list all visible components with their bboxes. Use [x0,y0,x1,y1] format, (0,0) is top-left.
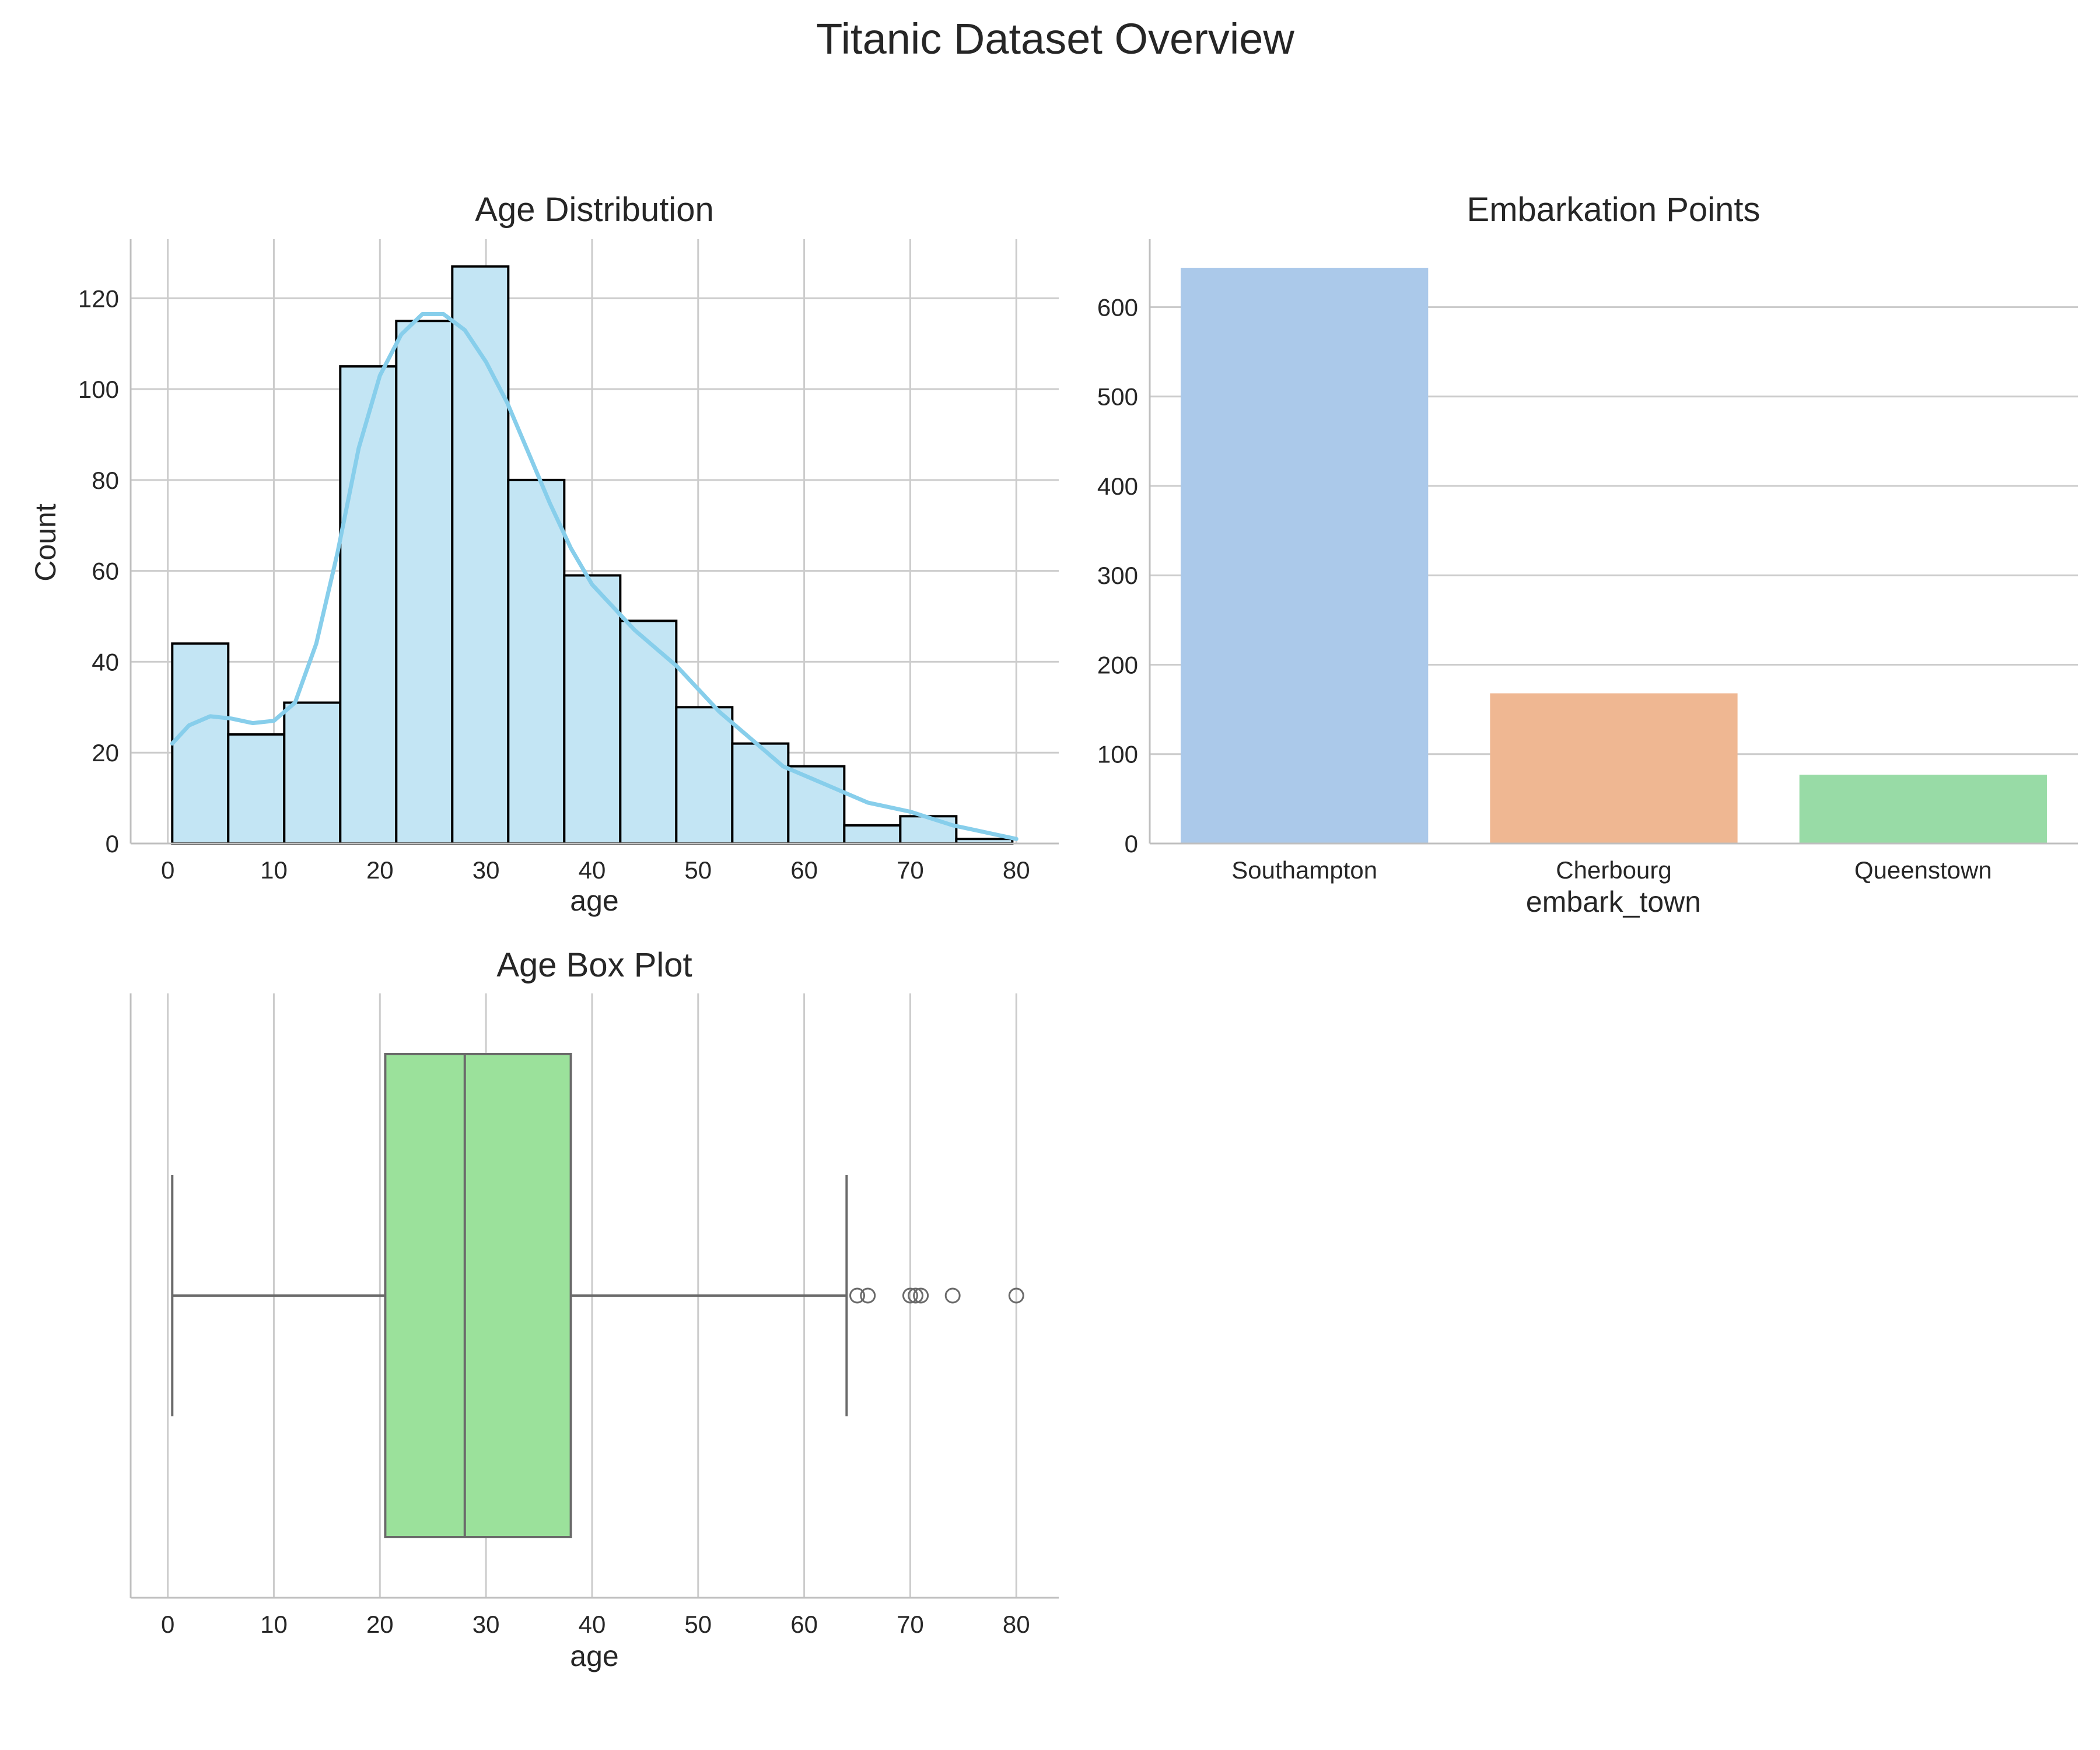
age-distribution-x-tick-label: 50 [684,856,712,884]
age-box-plot-x-axis-label: age [570,1640,618,1672]
embarkation-points-y-tick-label: 100 [1097,741,1138,768]
figure-title: Titanic Dataset Overview [816,15,1294,63]
embarkation-points-y-tick-label: 300 [1097,562,1138,589]
age-distribution-x-tick-label: 70 [897,856,924,884]
embarkation-points-x-tick-label: Cherbourg [1556,856,1671,884]
embarkation-points-y-tick-label: 0 [1125,830,1138,858]
age-box-outlier [913,1287,929,1304]
age-histogram-bar [283,701,342,845]
age-distribution-y-axis-label: Count [29,503,62,582]
age-box-outlier [1008,1287,1024,1304]
embarkation-points-y-tick-label: 200 [1097,651,1138,678]
age-box-outlier [902,1287,918,1304]
age-box-plot-x-tick-label: 50 [684,1611,712,1638]
age-distribution-y-tick-label: 100 [78,376,119,403]
age-histogram-bar [563,574,622,845]
age-distribution-y-tick-label: 120 [78,285,119,312]
age-box-plot-title: Age Box Plot [496,946,692,984]
age-box-plot-x-tick-label: 80 [1003,1611,1030,1638]
age-distribution-x-axis-label: age [570,884,618,917]
age-box-plot-x-tick-label: 70 [897,1611,924,1638]
age-distribution-y-tick-label: 40 [92,648,119,676]
age-distribution-x-tick-label: 20 [366,856,394,884]
age-distribution-y-tick-label: 20 [92,739,119,766]
age-distribution-y-tick-label: 0 [106,830,119,858]
embarkation-points-x-tick-label: Queenstown [1854,856,1992,884]
age-histogram-bar [395,320,454,845]
age-histogram-bar [171,642,230,845]
age-box-plot-x-tick-label: 10 [260,1611,288,1638]
age-histogram-bar [619,620,678,845]
age-histogram-bar [507,478,566,845]
age-box-plot-x-tick-label: 20 [366,1611,394,1638]
embarkation-points-chart: Embarkation Points embark_town 0 100 200 30… [1097,191,2078,918]
age-distribution-chart: Age Distribution age Count 0204060801001… [29,191,1059,917]
age-box-outlier [849,1287,866,1304]
age-histogram-bar [899,815,958,845]
embark-town-bar-cherbourg [1490,693,1738,844]
age-box-outlier [944,1287,961,1304]
embarkation-points-y-tick-label: 400 [1097,473,1138,500]
age-distribution-x-tick-label: 80 [1003,856,1030,884]
embarkation-points-y-tick-label: 600 [1097,293,1138,321]
age-histogram-bar [227,733,286,845]
age-box [384,1053,572,1538]
age-distribution-x-tick-label: 0 [161,856,174,884]
age-histogram-bar [675,706,734,845]
age-kde-line [170,312,1019,841]
age-box-outlier [908,1287,924,1304]
age-distribution-x-tick-label: 30 [473,856,500,884]
embarkation-points-x-axis-label: embark_town [1526,886,1701,918]
embark-town-bar-queenstown [1799,774,2047,844]
age-box-plot-x-tick-label: 0 [161,1611,174,1638]
age-histogram-bar [787,765,846,845]
age-box-plot-x-tick-label: 30 [473,1611,500,1638]
age-distribution-x-tick-label: 10 [260,856,288,884]
age-histogram-bar [731,742,790,845]
age-distribution-x-tick-label: 60 [790,856,818,884]
age-distribution-y-tick-label: 60 [92,558,119,585]
embarkation-points-y-tick-label: 500 [1097,383,1138,411]
age-distribution-title: Age Distribution [475,191,713,229]
age-histogram-bar [339,365,398,845]
age-box-plot-x-tick-label: 40 [579,1611,606,1638]
age-distribution-x-tick-label: 40 [579,856,606,884]
embarkation-points-title: Embarkation Points [1467,191,1760,229]
embark-town-bar-southampton [1181,268,1429,844]
age-box-outlier [860,1287,876,1304]
age-box-plot-chart: Age Box Plot age 0 10 20 30 40 50 60 70 80 [130,946,1059,1672]
age-box-plot-x-tick-label: 60 [790,1611,818,1638]
age-histogram-bar [843,824,902,845]
age-distribution-y-tick-label: 80 [92,467,119,494]
embarkation-points-x-tick-label: Southampton [1231,856,1377,884]
